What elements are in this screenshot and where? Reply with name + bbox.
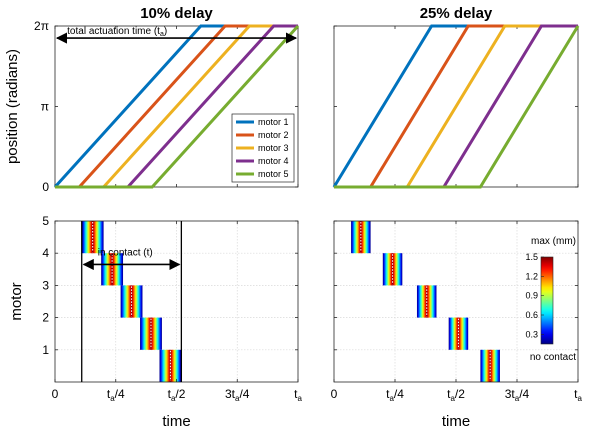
x-tick-label: ta xyxy=(574,387,582,403)
x-tick-label: 3ta/4 xyxy=(225,387,250,403)
legend-entry: motor 4 xyxy=(258,156,289,166)
y-tick-label: π xyxy=(41,100,49,114)
colorbar-title: max (mm) xyxy=(531,236,576,247)
tick-text: t xyxy=(294,387,298,401)
legend-entry: motor 2 xyxy=(258,130,289,140)
actuation-label: total actuation time (ta) xyxy=(67,26,167,38)
annot-text: total actuation time (t xyxy=(67,26,160,37)
tick-text: t xyxy=(107,387,111,401)
annot-text: ) xyxy=(164,26,167,37)
legend-entry: motor 3 xyxy=(258,143,289,153)
x-tick-label: 3ta/4 xyxy=(505,387,530,403)
top-left-title: 10% delay xyxy=(140,5,213,22)
y-tick-label: 0 xyxy=(42,180,49,194)
tick-text: /2 xyxy=(175,387,185,401)
tick-subscript: a xyxy=(389,394,394,403)
series-line-5 xyxy=(334,25,580,189)
tick-subscript: a xyxy=(450,394,455,403)
tick-text: 3t xyxy=(225,387,236,401)
y-tick-label: 2 xyxy=(42,311,49,325)
series-line-5 xyxy=(55,24,300,189)
tick-text: t xyxy=(168,387,172,401)
y-tick-label: 5 xyxy=(42,214,49,228)
tick-text: /4 xyxy=(519,387,529,401)
colorbar-tick-label: 0.9 xyxy=(525,291,538,301)
tick-subscript: a xyxy=(515,394,520,403)
tick-subscript: a xyxy=(235,394,240,403)
tick-subscript: a xyxy=(577,394,582,403)
legend-entry: motor 1 xyxy=(258,117,289,127)
tick-text: /4 xyxy=(394,387,404,401)
x-tick-label: ta/2 xyxy=(447,387,465,403)
y-tick-label: 4 xyxy=(42,246,49,260)
bottom-right-x-axis-label: time xyxy=(442,413,470,430)
x-tick-label: ta/4 xyxy=(386,387,404,403)
tick-text: 3t xyxy=(505,387,516,401)
y-tick-label: 2π xyxy=(34,19,49,33)
y-tick-label: 1 xyxy=(42,343,49,357)
tick-text: t xyxy=(386,387,390,401)
colorbar xyxy=(540,256,554,345)
colorbar-tick-label: 1.5 xyxy=(525,252,538,262)
top-right-title: 25% delay xyxy=(420,5,493,22)
contact-label: in contact (t) xyxy=(98,247,153,258)
tick-subscript: a xyxy=(171,394,176,403)
x-tick-label: 0 xyxy=(52,387,59,401)
colorbar-tick-label: 1.2 xyxy=(525,271,538,281)
tick-text: /4 xyxy=(239,387,249,401)
tick-text: 0 xyxy=(331,387,338,401)
tick-subscript: a xyxy=(297,394,302,403)
x-tick-label: 0 xyxy=(331,387,338,401)
tick-text: 0 xyxy=(52,387,59,401)
tick-text: t xyxy=(447,387,451,401)
colorbar-tick-label: 0.3 xyxy=(525,329,538,339)
colorbar-tick-label: 0.6 xyxy=(525,310,538,320)
no-contact-label: no contact xyxy=(530,352,576,363)
x-tick-label: ta/2 xyxy=(168,387,186,403)
tick-text: /2 xyxy=(455,387,465,401)
y-axis-label: motor xyxy=(8,282,25,320)
bottom-left-x-axis-label: time xyxy=(162,413,190,430)
legend-entry: motor 5 xyxy=(258,169,289,179)
series-line-3 xyxy=(334,24,578,189)
tick-text: /4 xyxy=(115,387,125,401)
x-tick-label: ta xyxy=(294,387,302,403)
y-axis-label: position (radians) xyxy=(4,49,21,164)
tick-subscript: a xyxy=(110,394,115,403)
annot-sub: a xyxy=(160,31,164,38)
x-tick-label: ta/4 xyxy=(107,387,125,403)
y-tick-label: 3 xyxy=(42,278,49,292)
tick-text: t xyxy=(574,387,578,401)
